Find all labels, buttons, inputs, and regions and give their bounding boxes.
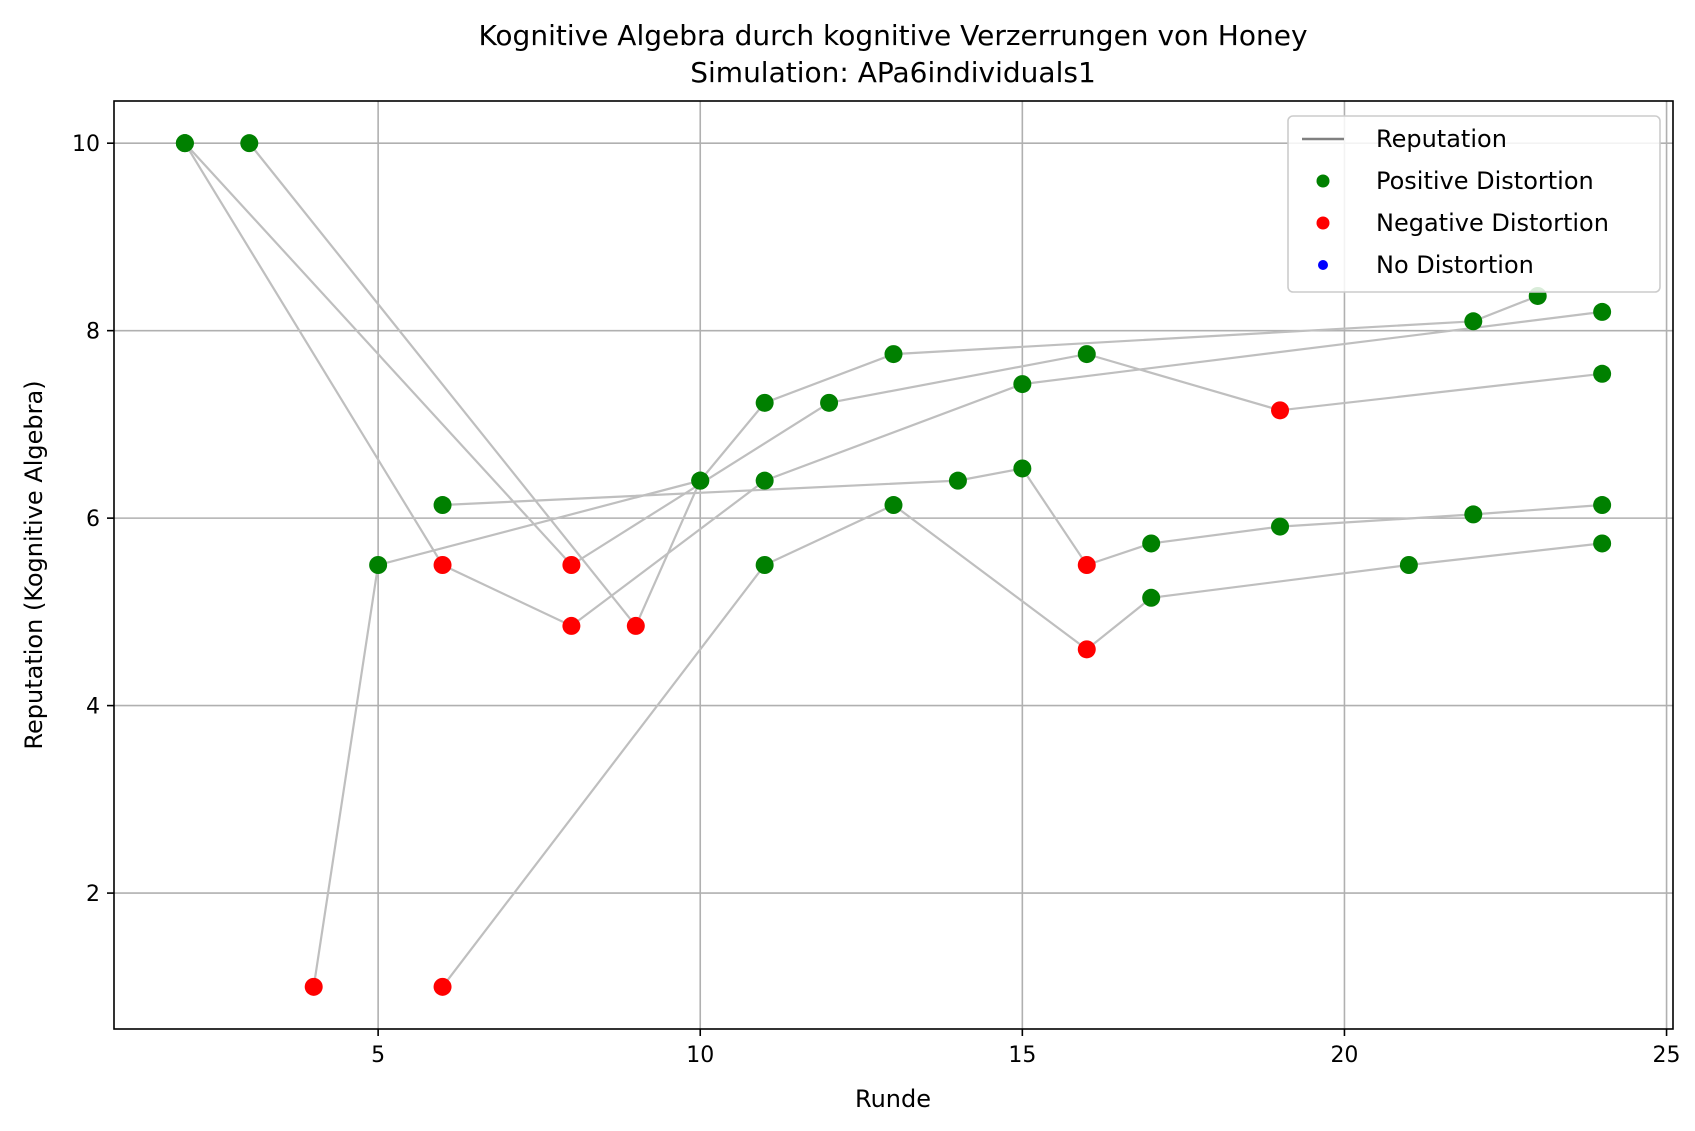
positive-distortion-point xyxy=(1593,496,1612,515)
legend-marker-swatch xyxy=(1316,174,1330,188)
positive-distortion-point xyxy=(1464,505,1483,524)
y-tick-label: 4 xyxy=(86,695,100,720)
positive-distortion-point xyxy=(884,345,903,364)
legend-label: Negative Distortion xyxy=(1376,209,1609,237)
axis-ticks: 5 10 15 20 25 2 4 6 8 10 xyxy=(72,132,1681,1068)
reputation-line xyxy=(184,142,1603,567)
x-tick-label: 15 xyxy=(1008,1043,1036,1068)
positive-distortion-point xyxy=(691,471,710,490)
positive-distortion-point xyxy=(1013,459,1032,478)
positive-distortion-point xyxy=(1593,534,1612,553)
y-tick-label: 10 xyxy=(72,132,100,157)
legend-marker-swatch xyxy=(1316,216,1330,230)
y-axis-label: Reputation (Kognitive Algebra) xyxy=(20,380,48,749)
legend: Reputation Positive Distortion Negative Di… xyxy=(1287,115,1661,293)
reputation-line xyxy=(312,294,1539,987)
positive-distortion-point xyxy=(1077,345,1096,364)
x-tick-label: 25 xyxy=(1653,1043,1681,1068)
positive-distortion-point xyxy=(175,134,194,153)
legend-label: Positive Distortion xyxy=(1376,167,1594,195)
positive-distortion-point xyxy=(1593,302,1612,321)
negative-distortion-point xyxy=(1077,556,1096,574)
negative-distortion-point xyxy=(562,556,581,574)
legend-box xyxy=(1287,115,1661,293)
negative-distortion-point xyxy=(562,616,581,635)
negative-distortion-point xyxy=(1271,401,1290,420)
positive-distortion-point xyxy=(948,471,967,490)
negative-distortion-point xyxy=(1077,640,1096,659)
legend-label: Reputation xyxy=(1376,125,1507,153)
legend-marker-swatch xyxy=(1318,260,1328,270)
positive-distortion-point xyxy=(755,471,774,490)
positive-distortion-point xyxy=(1464,312,1483,331)
data-points xyxy=(175,134,1612,996)
positive-distortion-point xyxy=(1013,375,1032,394)
y-tick-label: 8 xyxy=(86,320,100,345)
positive-distortion-point xyxy=(1142,534,1161,553)
positive-distortion-point xyxy=(820,393,839,412)
legend-label: No Distortion xyxy=(1376,251,1534,279)
negative-distortion-point xyxy=(433,556,452,574)
x-tick-label: 5 xyxy=(371,1043,385,1068)
negative-distortion-point xyxy=(433,977,452,996)
x-tick-label: 20 xyxy=(1330,1043,1358,1068)
chart-subtitle: Simulation: APa6individuals1 xyxy=(690,56,1096,89)
chart-title: Kognitive Algebra durch kognitive Verzer… xyxy=(478,19,1307,52)
reputation-line xyxy=(248,142,702,629)
positive-distortion-point xyxy=(369,556,388,574)
positive-distortion-point xyxy=(1142,588,1161,607)
y-tick-label: 6 xyxy=(86,507,100,532)
positive-distortion-point xyxy=(1593,364,1612,383)
positive-distortion-point xyxy=(755,393,774,412)
plot-frame xyxy=(113,100,1674,1030)
reputation-line xyxy=(442,467,1603,567)
positive-distortion-point xyxy=(755,556,774,574)
negative-distortion-point xyxy=(626,616,645,635)
x-axis-label: Runde xyxy=(855,1085,931,1113)
positive-distortion-point xyxy=(433,496,452,515)
y-tick-label: 2 xyxy=(86,882,100,907)
x-tick-label: 10 xyxy=(686,1043,714,1068)
negative-distortion-point xyxy=(304,977,323,996)
positive-distortion-point xyxy=(1271,517,1290,536)
positive-distortion-point xyxy=(1399,556,1418,574)
positive-distortion-point xyxy=(240,134,259,153)
positive-distortion-point xyxy=(884,496,903,515)
